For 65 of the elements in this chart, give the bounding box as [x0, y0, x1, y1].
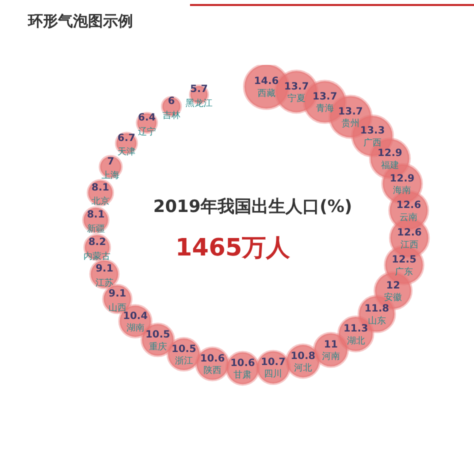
data-label: 10.5 — [145, 330, 170, 340]
category-label: 山东 — [368, 315, 386, 326]
text: 环形气泡图示例 — [28, 12, 133, 31]
data-label: 8.2 — [88, 237, 106, 248]
data-label: 13.7 — [338, 106, 363, 118]
category-label: 上海 — [102, 170, 120, 182]
category-label: 四川 — [264, 368, 282, 380]
data-label: 5.7 — [190, 84, 208, 96]
data-label: 6.7 — [118, 132, 136, 144]
category-label: 贵州 — [342, 118, 360, 130]
text: 1465万人 — [175, 234, 292, 262]
category-label: 内蒙古 — [84, 250, 111, 262]
category-label: 湖北 — [346, 335, 365, 346]
data-label: 10.8 — [290, 350, 316, 362]
category-label: 浙江 — [174, 356, 193, 367]
category-label: 西藏 — [257, 88, 276, 99]
category-label: 广东 — [395, 266, 414, 278]
data-label: 6.4 — [138, 112, 156, 124]
category-label: 河南 — [322, 351, 340, 362]
category-label: 吉林 — [162, 110, 180, 121]
category-label: 山西 — [108, 302, 126, 314]
data-label: 12 — [386, 280, 400, 292]
category-label: 江西 — [400, 239, 418, 250]
data-label: 12.6 — [396, 200, 422, 212]
data-label: 11.8 — [364, 304, 390, 315]
data-label: 8.1 — [86, 210, 105, 221]
data-label: 10.4 — [123, 310, 148, 322]
data-label: 7 — [107, 156, 114, 168]
data-label: 10.6 — [200, 353, 225, 364]
category-label: 河北 — [294, 362, 312, 374]
data-label: 13.7 — [312, 91, 338, 102]
category-label: 陕西 — [203, 365, 222, 376]
category-label: 广西 — [363, 137, 382, 148]
data-label: 6 — [168, 96, 175, 108]
data-label: 14.6 — [254, 76, 279, 88]
data-label: 13.7 — [284, 81, 309, 92]
category-label: 新疆 — [86, 223, 105, 234]
category-label: 黑龙江 — [185, 98, 212, 109]
category-label: 辽宁 — [138, 126, 156, 138]
category-label: 北京 — [91, 196, 110, 208]
data-label: 8.1 — [92, 182, 110, 194]
data-label: 12.9 — [390, 173, 415, 184]
category-label: 湖南 — [126, 322, 144, 334]
category-label: 甘肃 — [234, 370, 252, 381]
category-label: 天津 — [117, 146, 136, 158]
data-label: 10.6 — [230, 358, 256, 369]
category-label: 福建 — [380, 160, 399, 171]
data-label: 12.6 — [397, 228, 422, 239]
category-label: 宁夏 — [287, 93, 306, 104]
data-label: 13.3 — [360, 126, 385, 137]
category-label: 重庆 — [148, 341, 167, 352]
data-label: 10.5 — [171, 344, 196, 355]
category-label: 江苏 — [95, 277, 114, 288]
data-label: 9.1 — [108, 288, 126, 300]
data-label: 10.7 — [260, 356, 286, 368]
data-label: 9.1 — [96, 264, 114, 275]
data-label: 11 — [324, 339, 338, 350]
category-label: 海南 — [393, 185, 412, 196]
text: 2019年我国出生人口(%) — [153, 196, 352, 217]
data-label: 12.5 — [392, 254, 416, 266]
data-label: 12.9 — [378, 148, 402, 160]
category-label: 青海 — [316, 103, 334, 114]
category-label: 安徽 — [384, 292, 402, 304]
data-label: 11.3 — [343, 324, 368, 335]
category-label: 云南 — [400, 212, 418, 223]
